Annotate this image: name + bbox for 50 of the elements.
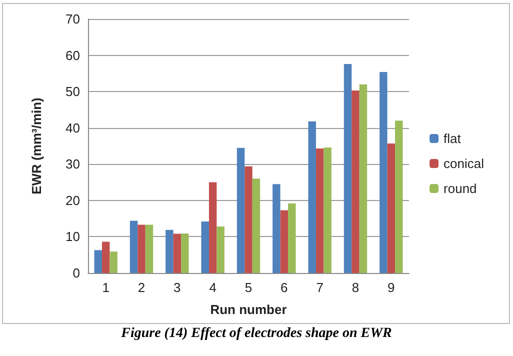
- y-axis-title: EWR (mm³/min): [29, 98, 44, 194]
- legend-label: flat: [444, 131, 462, 146]
- y-tick-label: 70: [66, 12, 80, 26]
- bar: [130, 220, 138, 273]
- bar: [324, 147, 332, 273]
- bar: [252, 178, 260, 273]
- bar: [344, 64, 352, 273]
- x-tick-label: 8: [352, 280, 360, 295]
- bar: [316, 148, 324, 273]
- bar: [308, 121, 316, 273]
- x-tick-label: 6: [280, 280, 288, 295]
- x-tick-label: 1: [102, 280, 110, 295]
- bar: [395, 120, 403, 273]
- x-tick-label: 7: [316, 280, 324, 295]
- bar: [201, 221, 209, 273]
- bar: [244, 166, 252, 273]
- x-tick-label: 9: [388, 280, 395, 295]
- y-tick-label: 30: [66, 156, 80, 172]
- bar: [110, 252, 118, 273]
- text: Figure (14) Effect of electrodes shape on EWR: [120, 326, 393, 342]
- y-tick-label: 60: [66, 48, 80, 63]
- bar: [272, 184, 280, 273]
- y-tick-label: 50: [66, 84, 80, 100]
- x-tick-label: 3: [174, 280, 181, 295]
- bar: [288, 203, 296, 273]
- y-tick-label: 10: [66, 229, 80, 244]
- x-tick-label: 2: [138, 280, 146, 295]
- bar: [181, 233, 189, 273]
- y-tick-label: 40: [66, 120, 80, 136]
- bar: [359, 84, 368, 273]
- bar: [145, 224, 154, 273]
- x-tick-label: 4: [209, 280, 216, 295]
- x-axis-title: Run number: [210, 302, 287, 317]
- bar: [352, 90, 360, 273]
- bar: [280, 210, 288, 273]
- bar: [380, 72, 388, 273]
- bar: [94, 250, 102, 273]
- legend-label: round: [444, 181, 477, 196]
- bar: [166, 230, 174, 273]
- bar: [216, 226, 224, 273]
- bar: [236, 148, 245, 273]
- bar: [387, 143, 396, 273]
- x-tick-label: 5: [244, 280, 252, 295]
- bar: [208, 182, 217, 273]
- bar: [173, 234, 182, 273]
- bar: [138, 224, 146, 273]
- y-tick-label: 20: [66, 192, 80, 208]
- bar: [102, 242, 110, 273]
- legend-label: conical: [444, 156, 484, 171]
- y-tick-label: 0: [72, 266, 80, 280]
